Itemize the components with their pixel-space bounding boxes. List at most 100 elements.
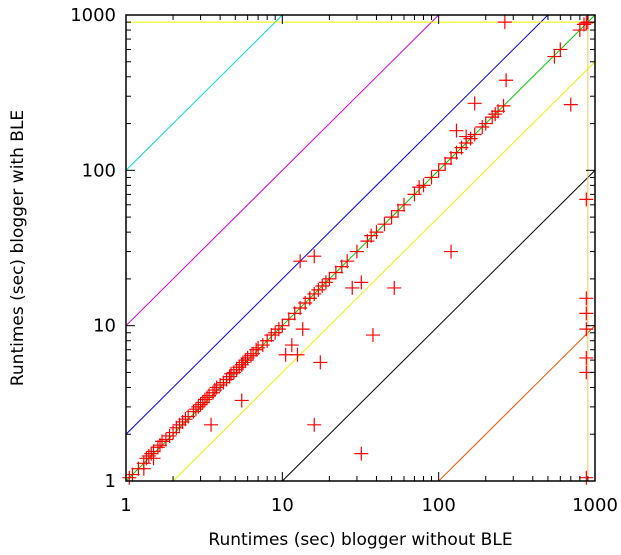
- data-point-51: [275, 318, 290, 333]
- reference-line-diagonal-5: [281, 169, 596, 482]
- data-point-100: [284, 338, 299, 353]
- data-point-108: [345, 280, 360, 295]
- data-point-59: [315, 279, 330, 294]
- data-point-33: [222, 369, 237, 384]
- data-point-107: [302, 291, 317, 306]
- data-point-65: [349, 244, 364, 259]
- data-point-50: [271, 322, 286, 337]
- y-tick-label: 1000: [70, 5, 116, 26]
- data-point-0: [122, 470, 137, 485]
- reference-line-diagonal-4: [172, 61, 596, 482]
- data-point-99: [278, 347, 293, 362]
- data-point-72: [396, 197, 411, 212]
- data-point-70: [384, 210, 399, 225]
- y-axis-label: Runtimes (sec) blogger with BLE: [8, 110, 28, 386]
- x-tick-label: 1000: [572, 495, 618, 516]
- data-point-95: [136, 461, 151, 476]
- data-point-101: [290, 347, 305, 362]
- data-point-105: [307, 249, 322, 264]
- data-point-10: [155, 434, 170, 449]
- data-points: [122, 15, 595, 485]
- data-point-58: [311, 282, 326, 297]
- x-tick-label: 1: [120, 495, 131, 516]
- data-point-98: [234, 393, 249, 408]
- data-point-14: [169, 420, 184, 435]
- data-point-12: [162, 428, 177, 443]
- data-point-104: [313, 355, 328, 370]
- data-point-90: [547, 49, 562, 64]
- data-point-115: [449, 123, 464, 138]
- data-point-116: [459, 129, 474, 144]
- data-point-113: [444, 244, 459, 259]
- data-point-53: [287, 306, 302, 321]
- data-point-85: [475, 120, 490, 135]
- data-point-31: [216, 375, 231, 390]
- data-point-119: [497, 15, 512, 30]
- data-point-17: [178, 412, 193, 427]
- data-point-91: [553, 42, 568, 57]
- data-point-117: [488, 107, 503, 122]
- reference-line-diagonal-6: [438, 325, 596, 482]
- data-point-76: [424, 170, 439, 185]
- x-tick-label: 100: [421, 495, 455, 516]
- data-point-63: [334, 259, 349, 274]
- data-point-93: [576, 17, 591, 32]
- data-point-114: [467, 96, 482, 111]
- data-point-110: [354, 446, 369, 461]
- data-point-69: [377, 217, 392, 232]
- data-point-16: [175, 414, 190, 429]
- data-point-11: [158, 432, 173, 447]
- axis-ticks: [125, 14, 596, 482]
- data-point-112: [387, 280, 402, 295]
- data-point-111: [365, 328, 380, 343]
- data-point-68: [369, 225, 384, 240]
- y-tick-label: 100: [82, 160, 116, 181]
- data-point-84: [467, 127, 482, 142]
- data-point-52: [281, 312, 296, 327]
- data-point-34: [224, 366, 239, 381]
- data-point-49: [268, 325, 283, 340]
- data-point-61: [322, 271, 337, 286]
- data-point-26: [202, 388, 217, 403]
- data-point-87: [485, 110, 500, 125]
- data-point-30: [213, 377, 228, 392]
- data-point-109: [354, 275, 369, 290]
- data-point-66: [360, 234, 375, 249]
- reference-lines: [125, 14, 596, 482]
- data-point-88: [491, 104, 506, 119]
- plot-frame: [125, 14, 596, 482]
- data-point-67: [364, 228, 379, 243]
- tick-labels: 1 10 100 1000 1 10 100 1000: [70, 5, 618, 516]
- data-point-97: [204, 417, 219, 432]
- data-point-124: [579, 322, 594, 337]
- data-point-121: [579, 192, 594, 207]
- data-point-73: [407, 187, 422, 202]
- data-point-127: [579, 470, 594, 485]
- data-point-96: [146, 451, 161, 466]
- data-point-48: [264, 328, 279, 343]
- data-point-106: [293, 254, 308, 269]
- x-tick-label: 10: [271, 495, 294, 516]
- data-point-86: [478, 116, 493, 131]
- data-point-64: [340, 254, 355, 269]
- data-point-78: [438, 156, 453, 171]
- data-point-15: [172, 417, 187, 432]
- y-tick-label: 10: [93, 316, 116, 337]
- data-point-1: [125, 467, 140, 482]
- data-point-79: [444, 151, 459, 166]
- data-point-60: [318, 275, 333, 290]
- x-axis-label: Runtimes (sec) blogger without BLE: [208, 530, 512, 550]
- reference-line-diagonal-2: [125, 14, 549, 435]
- data-point-102: [295, 322, 310, 337]
- data-point-71: [391, 203, 406, 218]
- data-point-125: [579, 350, 594, 365]
- reference-line-diagonal-0: [125, 14, 283, 171]
- data-point-120: [563, 97, 578, 112]
- data-point-122: [579, 291, 594, 306]
- data-point-77: [431, 163, 446, 178]
- y-tick-label: 1: [105, 471, 116, 492]
- data-point-9: [153, 438, 167, 453]
- data-point-118: [499, 73, 514, 88]
- data-point-75: [416, 178, 431, 193]
